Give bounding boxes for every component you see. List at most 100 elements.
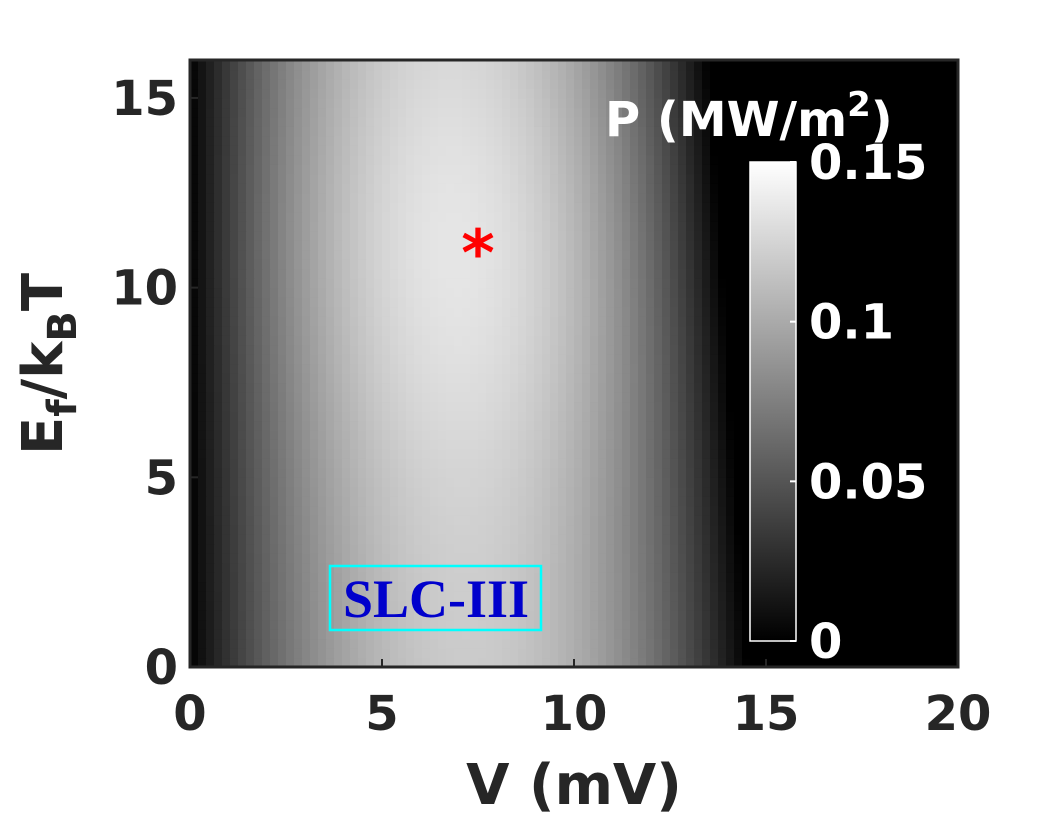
heatmap-cell xyxy=(734,515,743,526)
heatmap-cell xyxy=(214,657,223,667)
heatmap-cell xyxy=(270,240,279,251)
heatmap-cell xyxy=(286,524,295,535)
heatmap-cell xyxy=(622,486,631,497)
heatmap-cell xyxy=(310,477,319,488)
heatmap-cell xyxy=(246,278,255,289)
heatmap-cell xyxy=(422,372,431,384)
heatmap-cell xyxy=(606,344,615,355)
heatmap-cell xyxy=(454,439,463,450)
heatmap-cell xyxy=(566,401,575,412)
heatmap-cell xyxy=(894,391,903,403)
heatmap-cell xyxy=(510,268,519,279)
heatmap-cell xyxy=(478,648,487,659)
heatmap-cell xyxy=(246,325,255,336)
heatmap-cell xyxy=(478,467,487,478)
heatmap-cell xyxy=(862,202,871,213)
heatmap-cell xyxy=(318,230,327,241)
heatmap-cell xyxy=(302,249,311,260)
heatmap-cell xyxy=(718,354,727,365)
heatmap-cell xyxy=(326,467,335,478)
heatmap-cell xyxy=(286,344,295,355)
heatmap-cell xyxy=(814,183,823,194)
heatmap-cell xyxy=(734,211,743,222)
heatmap-cell xyxy=(302,192,311,203)
heatmap-cell xyxy=(542,192,551,203)
heatmap-cell xyxy=(918,486,927,497)
heatmap-cell xyxy=(830,287,839,298)
heatmap-cell xyxy=(726,221,735,232)
heatmap-cell xyxy=(606,249,615,260)
heatmap-cell xyxy=(214,515,223,526)
heatmap-cell xyxy=(822,629,831,640)
heatmap-cell xyxy=(574,572,583,583)
heatmap-cell xyxy=(438,344,447,355)
heatmap-cell xyxy=(406,619,415,630)
heatmap-cell xyxy=(622,562,631,573)
heatmap-cell xyxy=(702,259,711,270)
heatmap-cell xyxy=(246,344,255,355)
heatmap-cell xyxy=(878,562,887,573)
heatmap-cell xyxy=(230,505,239,516)
heatmap-cell xyxy=(462,354,471,365)
heatmap-cell xyxy=(902,638,911,649)
heatmap-cell xyxy=(902,448,911,459)
heatmap-cell xyxy=(254,591,263,602)
heatmap-cell xyxy=(934,572,943,583)
heatmap-cell xyxy=(510,600,519,611)
heatmap-cell xyxy=(638,259,647,270)
heatmap-cell xyxy=(734,448,743,459)
heatmap-cell xyxy=(902,391,911,403)
heatmap-cell xyxy=(598,648,607,659)
heatmap-cell xyxy=(542,211,551,222)
heatmap-cell xyxy=(910,429,919,440)
heatmap-cell xyxy=(366,173,375,184)
heatmap-cell xyxy=(598,629,607,640)
heatmap-cell xyxy=(326,420,335,431)
heatmap-cell xyxy=(926,230,935,241)
heatmap-cell xyxy=(942,534,951,545)
heatmap-cell xyxy=(878,448,887,459)
heatmap-cell xyxy=(814,581,823,592)
heatmap-cell xyxy=(206,629,215,640)
heatmap-cell xyxy=(894,287,903,298)
heatmap-cell xyxy=(846,420,855,431)
heatmap-cell xyxy=(358,249,367,260)
heatmap-cell xyxy=(286,496,295,507)
heatmap-cell xyxy=(494,316,503,327)
heatmap-cell xyxy=(598,524,607,535)
heatmap-cell xyxy=(422,287,431,298)
heatmap-cell xyxy=(734,325,743,336)
heatmap-cell xyxy=(550,363,559,374)
heatmap-cell xyxy=(430,325,439,336)
heatmap-cell xyxy=(246,629,255,640)
heatmap-cell xyxy=(814,401,823,412)
heatmap-cell xyxy=(526,429,535,440)
heatmap-cell xyxy=(414,477,423,488)
heatmap-cell xyxy=(670,581,679,592)
heatmap-cell xyxy=(486,287,495,298)
heatmap-cell xyxy=(606,183,615,194)
heatmap-cell xyxy=(918,410,927,422)
heatmap-cell xyxy=(622,192,631,203)
heatmap-cell xyxy=(462,429,471,440)
heatmap-cell xyxy=(254,477,263,488)
heatmap-cell xyxy=(350,420,359,431)
heatmap-cell xyxy=(278,505,287,516)
heatmap-cell xyxy=(710,249,719,260)
heatmap-cell xyxy=(382,240,391,251)
heatmap-cell xyxy=(398,553,407,564)
heatmap-cell xyxy=(942,211,951,222)
heatmap-cell xyxy=(582,524,591,535)
heatmap-cell xyxy=(686,344,695,355)
heatmap-cell xyxy=(838,477,847,488)
heatmap-cell xyxy=(310,363,319,374)
heatmap-cell xyxy=(486,183,495,194)
heatmap-cell xyxy=(566,439,575,450)
heatmap-cell xyxy=(446,534,455,545)
heatmap-cell xyxy=(342,581,351,592)
heatmap-cell xyxy=(918,610,927,621)
heatmap-cell xyxy=(262,591,271,602)
heatmap-cell xyxy=(302,278,311,289)
heatmap-cell xyxy=(870,553,879,564)
heatmap-cell xyxy=(302,429,311,440)
